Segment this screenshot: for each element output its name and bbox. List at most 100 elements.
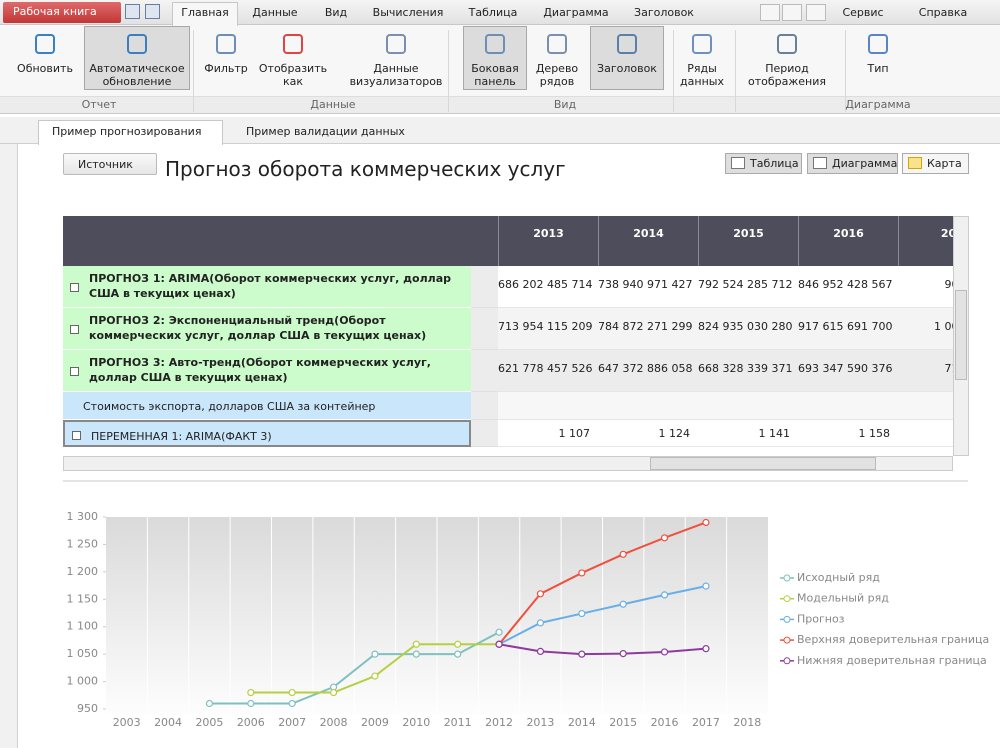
- button-label[interactable]: визуализаторов: [349, 75, 443, 88]
- ribbon-tab[interactable]: Главная: [181, 6, 229, 19]
- view-button[interactable]: Карта: [902, 153, 969, 174]
- source-button[interactable]: Источник: [63, 153, 157, 175]
- button-icon[interactable]: [692, 34, 712, 54]
- button-icon[interactable]: [777, 34, 797, 54]
- button-label[interactable]: рядов: [539, 75, 575, 88]
- table-header: [63, 216, 953, 266]
- series-line: [250, 643, 500, 694]
- button-label[interactable]: Боковая: [471, 62, 519, 75]
- button-label[interactable]: панель: [474, 75, 516, 88]
- button-label[interactable]: Данные: [373, 62, 419, 75]
- data-point: [578, 569, 586, 577]
- data-point: [329, 688, 338, 697]
- ribbon-tab[interactable]: Таблица: [468, 6, 518, 19]
- row-label: ПРОГНОЗ 2: Экспоненциальный тренд(Оборот…: [89, 314, 427, 342]
- x-tick-label: 2014: [568, 716, 596, 729]
- data-point: [536, 590, 545, 598]
- view-button[interactable]: Таблица: [725, 153, 802, 174]
- cell: 686 202 485 714: [498, 278, 593, 291]
- x-tick-label: 2010: [402, 716, 430, 729]
- y-tick-label: 1 200: [67, 565, 99, 578]
- column-header: 2015: [698, 216, 798, 266]
- ribbon-tab[interactable]: Данные: [252, 6, 298, 19]
- plot-area: [106, 517, 768, 714]
- button-active-bg: [84, 26, 190, 90]
- report-title: Прогноз оборота коммерческих услуг: [165, 157, 566, 181]
- cell: 792 524 285 712: [698, 278, 793, 291]
- data-point: [495, 640, 503, 648]
- data-point: [288, 699, 296, 708]
- h-scroll-thumb[interactable]: [650, 457, 876, 470]
- expand-button[interactable]: [70, 366, 79, 376]
- cell: 846 952 428 567: [798, 278, 893, 291]
- data-point: [536, 619, 545, 627]
- expand-button[interactable]: [72, 431, 81, 440]
- legend-marker: [783, 574, 791, 582]
- legend-label: Верхняя доверительная граница: [797, 633, 989, 646]
- expand-button[interactable]: [70, 324, 79, 334]
- legend-marker: [783, 657, 791, 665]
- cell: 668 328 339 371: [698, 362, 793, 375]
- data-point: [660, 534, 669, 542]
- nav-button[interactable]: [782, 4, 802, 21]
- group-label: Отчет: [81, 98, 117, 111]
- button-label[interactable]: Обновить: [17, 62, 73, 75]
- cell: 1 158: [858, 427, 891, 440]
- ribbon-tab[interactable]: Вычисления: [372, 6, 444, 19]
- menu[interactable]: Справка: [918, 6, 968, 19]
- button-icon[interactable]: [216, 34, 236, 54]
- button-icon[interactable]: [386, 34, 406, 54]
- data-point: [247, 699, 255, 708]
- doc-tab[interactable]: Пример прогнозирования: [52, 125, 202, 138]
- button-label[interactable]: Заголовок: [597, 62, 657, 75]
- button-icon[interactable]: [35, 34, 55, 54]
- button-icon[interactable]: [127, 34, 147, 54]
- data-point: [702, 645, 710, 653]
- ribbon-group-labels: [0, 96, 1000, 114]
- group-label: Диаграмма: [845, 98, 911, 111]
- data-table: 2013 2014 2015 2016 20 ПРОГНОЗ 1: ARIMA(Оборо…: [63, 216, 953, 456]
- doc-tab[interactable]: Пример валидации данных: [246, 125, 405, 138]
- y-tick-label: 1 150: [67, 592, 99, 605]
- app-button[interactable]: Рабочая книга: [3, 2, 121, 23]
- ribbon-tab[interactable]: Вид: [324, 6, 348, 19]
- menu[interactable]: Сервис: [842, 6, 884, 19]
- row-bg: [498, 308, 953, 350]
- button-label[interactable]: обновление: [102, 75, 172, 88]
- button-label[interactable]: Автоматическое: [89, 62, 185, 75]
- nav-button[interactable]: [806, 4, 826, 21]
- x-tick-label: 2016: [651, 716, 679, 729]
- button-label[interactable]: данных: [680, 75, 724, 88]
- row-header: ПРОГНОЗ 3: Авто-тренд(Оборот коммерчески…: [63, 350, 471, 392]
- button-label[interactable]: отображения: [747, 75, 826, 88]
- data-point: [247, 688, 255, 697]
- button-label[interactable]: Период: [765, 62, 809, 75]
- quick-icon[interactable]: [125, 4, 140, 19]
- data-point: [578, 609, 586, 618]
- button-icon[interactable]: [547, 34, 567, 54]
- button-label[interactable]: Тип: [867, 62, 889, 75]
- view-button[interactable]: Диаграмма: [807, 153, 898, 174]
- button-icon[interactable]: [868, 34, 888, 54]
- ribbon-tab[interactable]: Диаграмма: [543, 6, 609, 19]
- button-icon[interactable]: [617, 34, 637, 54]
- button-icon[interactable]: [485, 34, 505, 54]
- row-gutter: [471, 266, 498, 308]
- cell: 824 935 030 280: [698, 320, 793, 333]
- button-icon[interactable]: [283, 34, 303, 54]
- nav-button[interactable]: [760, 4, 780, 21]
- expand-button[interactable]: [70, 282, 79, 292]
- button-label[interactable]: как: [282, 75, 304, 88]
- button-label[interactable]: Дерево: [535, 62, 579, 75]
- button-label[interactable]: Ряды: [687, 62, 717, 75]
- data-point: [619, 600, 627, 608]
- button-label[interactable]: Фильтр: [204, 62, 248, 75]
- row-gutter: [471, 350, 498, 392]
- v-scroll-thumb[interactable]: [955, 290, 967, 380]
- row-label: Стоимость экспорта, долларов США за конт…: [83, 400, 376, 413]
- button-label[interactable]: Отобразить: [258, 62, 328, 75]
- quick-icon[interactable]: [145, 4, 160, 19]
- group-separator: [845, 30, 846, 112]
- ribbon-tab[interactable]: Заголовок: [634, 6, 694, 19]
